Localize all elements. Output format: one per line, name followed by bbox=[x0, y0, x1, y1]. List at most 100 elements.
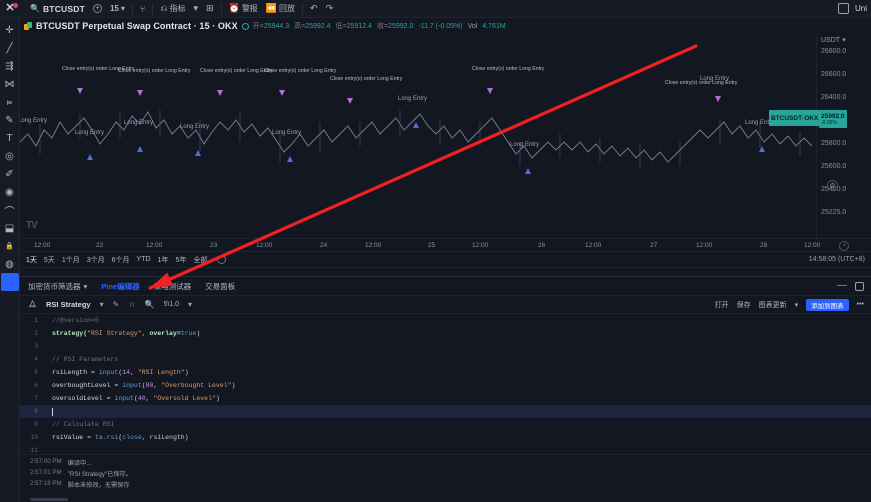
timezone-button[interactable]: ◔ bbox=[839, 241, 849, 251]
symbol-title[interactable]: BTCUSDT Perpetual Swap Contract · 15 · O… bbox=[36, 21, 238, 31]
range-3m[interactable]: 3个月 bbox=[86, 256, 105, 264]
range-1d[interactable]: 1天 bbox=[26, 256, 37, 264]
shapes-tool[interactable]: ◎ bbox=[1, 147, 19, 165]
code-line[interactable]: 5 rsiLength = input(14, "RSI Length") bbox=[20, 366, 871, 379]
chevron-down-icon: ▾ bbox=[193, 3, 199, 13]
time-tick: 23 bbox=[210, 242, 218, 249]
magnet-tool[interactable]: ◉ bbox=[1, 183, 19, 201]
undo-button[interactable]: ↶ bbox=[306, 2, 322, 16]
save-button[interactable]: 保存 bbox=[736, 301, 751, 309]
open-button[interactable]: 打开 bbox=[714, 301, 729, 309]
remove-drawings-tool[interactable] bbox=[0, 273, 19, 291]
account-label[interactable]: Uni bbox=[854, 4, 867, 13]
price-scale-unit[interactable]: USDT ▾ bbox=[817, 34, 871, 45]
chart-update-button[interactable]: 图表更新 bbox=[758, 301, 787, 309]
candles-icon: ⑂ bbox=[139, 3, 146, 14]
tradingview-logo-icon[interactable]: ✕ bbox=[2, 2, 18, 16]
time-tick: 28 bbox=[760, 242, 768, 249]
visibility-toggle-icon[interactable] bbox=[241, 22, 249, 30]
trendline-tool[interactable]: ╱ bbox=[1, 39, 19, 57]
more-options-button[interactable]: ••• bbox=[856, 301, 864, 308]
date-range-bar: 1天 5天 1个月 3个月 6个月 YTD 1年 5年 全部 14:58:05 … bbox=[20, 252, 871, 268]
price-chart[interactable]: Close entry(s) order Long Entry Close en… bbox=[20, 34, 871, 238]
add-to-chart-button[interactable]: 添加到图表 bbox=[806, 298, 849, 311]
code-line[interactable]: 9 // Calculate RSI bbox=[20, 418, 871, 431]
time-tick: 26 bbox=[538, 242, 546, 249]
code-line[interactable]: 1 //@version=5 bbox=[20, 314, 871, 327]
pattern-tool[interactable]: ⋈ bbox=[1, 75, 19, 93]
time-tick: 12:00 bbox=[34, 242, 51, 249]
measure-tool[interactable]: ✐ bbox=[1, 165, 19, 183]
horizontal-scrollbar[interactable] bbox=[30, 498, 68, 501]
chart-label: Close entry(s) order Long Entry bbox=[62, 66, 135, 72]
chart-mark: Long Entry bbox=[700, 76, 730, 82]
time-tick: 12:00 bbox=[256, 242, 273, 249]
fib-retracement-icon: ⇶ bbox=[5, 60, 14, 72]
code-line[interactable]: 3 bbox=[20, 340, 871, 353]
time-tick: 12:00 bbox=[472, 242, 489, 249]
alerts-button[interactable]: ⏰ 警报 bbox=[225, 2, 262, 16]
templates-button[interactable]: ▾ bbox=[190, 2, 203, 16]
position-tool[interactable]: ⫢ bbox=[1, 93, 19, 111]
console-time: 2:57:01 PM bbox=[30, 469, 62, 476]
version-selector[interactable]: 5\1.0 bbox=[163, 301, 180, 308]
search-icon[interactable]: 🔍 bbox=[144, 300, 155, 309]
price-scale-settings-button[interactable]: ⚙ bbox=[827, 180, 838, 191]
text-tool[interactable]: T bbox=[1, 129, 19, 147]
script-name[interactable]: RSI Strategy bbox=[46, 300, 91, 309]
code-line[interactable]: 7 oversoldLevel = input(40, "Oversold Lev… bbox=[20, 392, 871, 405]
range-ytd[interactable]: YTD bbox=[136, 256, 151, 263]
minimize-button[interactable]: — bbox=[837, 280, 847, 291]
line-number: 6 bbox=[34, 382, 38, 389]
fib-tool[interactable]: ⇶ bbox=[1, 57, 19, 75]
range-1y[interactable]: 1年 bbox=[157, 256, 169, 264]
replay-button[interactable]: ⏪ 回放 bbox=[262, 2, 299, 16]
time-settings-icon[interactable] bbox=[217, 255, 227, 264]
code-line[interactable]: 8 bbox=[20, 405, 871, 418]
code-line[interactable]: 6 overboughtLevel = input(80, "Overbought… bbox=[20, 379, 871, 392]
range-all[interactable]: 全部 bbox=[193, 256, 208, 264]
code-line[interactable]: 10 rsiValue = ta.rsi(close, rsiLength) bbox=[20, 431, 871, 444]
chevron-down-icon[interactable]: ▾ bbox=[794, 301, 799, 309]
price-scale[interactable]: USDT ▾ 26800.0 26600.0 26400.0 26200.0 2… bbox=[769, 34, 871, 238]
cursor-tool[interactable]: ✛ bbox=[1, 21, 19, 39]
brush-tool[interactable]: ✎ bbox=[1, 111, 19, 129]
star-icon[interactable]: ☆ bbox=[128, 300, 136, 309]
edit-icon[interactable]: ✎ bbox=[112, 300, 120, 309]
chevron-down-icon[interactable]: ▾ bbox=[99, 300, 104, 309]
hide-drawings-tool[interactable]: ◍ bbox=[1, 255, 19, 273]
brush-icon: ✎ bbox=[5, 114, 14, 126]
range-5d[interactable]: 5天 bbox=[43, 256, 55, 264]
volume-label: Vol bbox=[467, 22, 478, 30]
range-5y[interactable]: 5年 bbox=[175, 256, 187, 264]
lock-tool[interactable]: 🔒 bbox=[1, 237, 19, 255]
chevron-down-icon[interactable]: ▾ bbox=[188, 300, 193, 309]
redo-button[interactable]: ↷ bbox=[322, 2, 338, 16]
range-1m[interactable]: 1个月 bbox=[61, 256, 80, 264]
code-line[interactable]: 4 // RSI Parameters bbox=[20, 353, 871, 366]
range-6m[interactable]: 6个月 bbox=[111, 256, 130, 264]
tab-crypto-screener[interactable]: 加密货币筛选器 ▾ bbox=[28, 281, 87, 292]
time-axis[interactable]: 12:00 22 12:00 23 12:00 24 12:00 25 12:0… bbox=[20, 238, 871, 252]
maximize-button[interactable] bbox=[855, 281, 864, 291]
line-number: 3 bbox=[34, 343, 38, 350]
tab-pine-editor[interactable]: Pine编辑器 bbox=[101, 281, 140, 291]
tab-strategy-tester[interactable]: 策略测试器 bbox=[153, 281, 192, 291]
layout-button[interactable]: ⊞ bbox=[202, 2, 218, 16]
code-text: strategy("RSI Strategy", overlay=true) bbox=[52, 330, 201, 337]
symbol-search-input[interactable]: 🔍 BTCUSDT bbox=[26, 2, 89, 16]
compare-button[interactable]: + bbox=[89, 2, 106, 16]
interval-selector[interactable]: 15 ▾ bbox=[106, 2, 129, 16]
tab-trading-panel[interactable]: 交易面板 bbox=[205, 281, 236, 291]
fullscreen-button[interactable] bbox=[837, 3, 849, 14]
line-number: 7 bbox=[34, 395, 38, 402]
indicators-button[interactable]: ⎌ 指标 bbox=[156, 2, 189, 16]
price-tick: 25225.0 bbox=[821, 209, 847, 216]
code-editor[interactable]: 1 //@version=5 2 strategy("RSI Strategy", o… bbox=[20, 314, 871, 454]
chart-mark: Long Entry bbox=[180, 124, 210, 130]
chart-type-button[interactable]: ⑂ bbox=[136, 2, 149, 16]
magnet-mode-tool[interactable]: ⌒ bbox=[1, 201, 19, 219]
code-line[interactable]: 2 strategy("RSI Strategy", overlay=true) bbox=[20, 327, 871, 340]
code-line[interactable]: 11 bbox=[20, 444, 871, 454]
stay-in-drawing-tool[interactable]: ⬓ bbox=[1, 219, 19, 237]
